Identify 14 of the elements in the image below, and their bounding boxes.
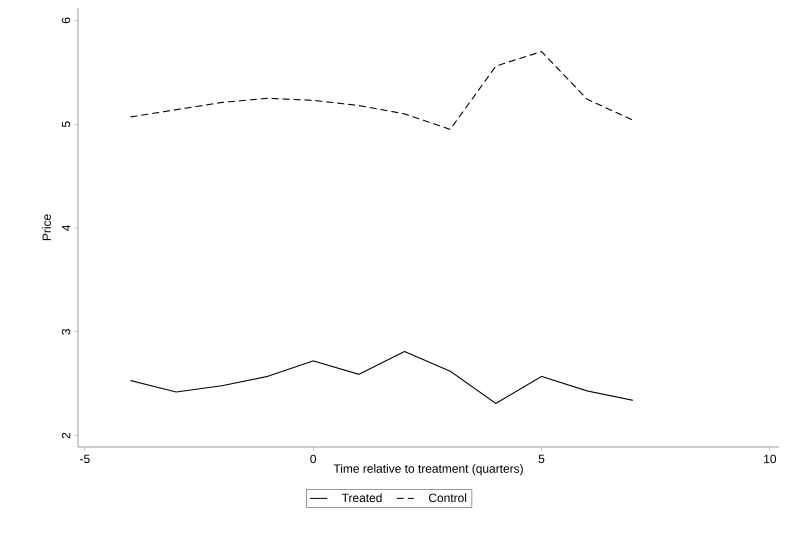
y-tick-label: 2 bbox=[62, 432, 70, 438]
y-axis-title: Price bbox=[42, 214, 51, 240]
y-tick-label: 4 bbox=[62, 225, 70, 232]
x-tick-label: -5 bbox=[80, 454, 90, 464]
line-series bbox=[130, 350, 634, 404]
x-tick-label: 0 bbox=[310, 454, 316, 464]
x-tick-label: 5 bbox=[538, 454, 544, 464]
x-tick-label: 10 bbox=[764, 454, 776, 464]
y-tick-label: 5 bbox=[62, 121, 70, 128]
legend-label: Treated bbox=[342, 493, 382, 502]
y-tick-label: 6 bbox=[62, 18, 70, 24]
legend-label: Control bbox=[429, 493, 466, 502]
x-axis-title: Time relative to treatment (quarters) bbox=[334, 464, 523, 476]
y-tick-label: 3 bbox=[62, 328, 70, 335]
